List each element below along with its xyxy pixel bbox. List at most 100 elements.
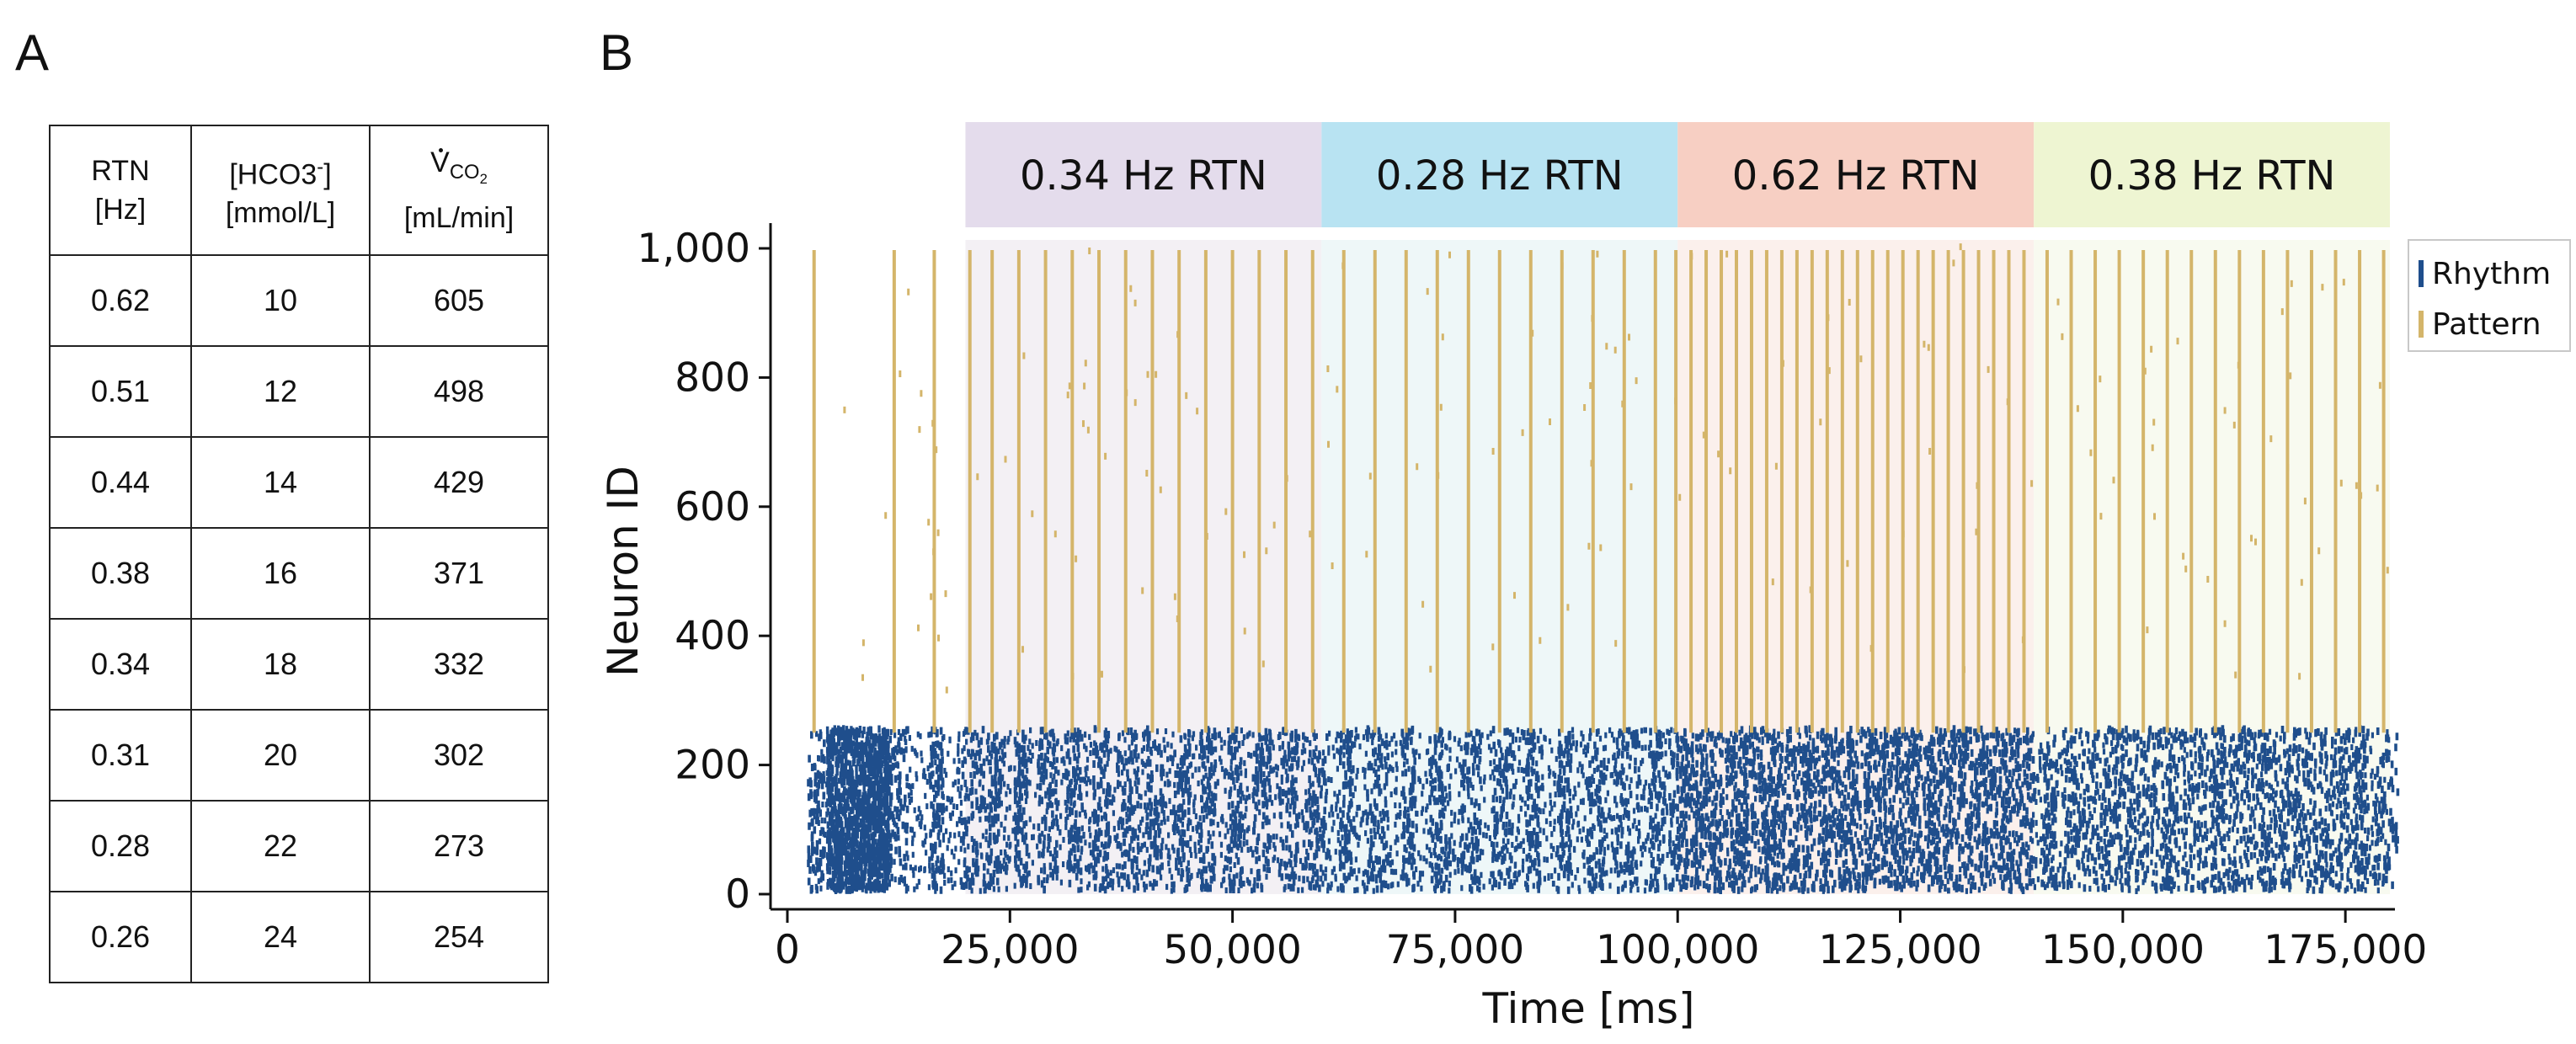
x-axis-label: Time [ms] — [1481, 984, 1694, 1033]
axes: 0 200 400 600 800 1,000 0 25,000 50,000 75,000 100… — [637, 223, 2427, 973]
cell-vco2: 302 — [369, 709, 549, 802]
header-vco2-unit: [mL/min] — [403, 201, 515, 234]
rhythm-burst — [1251, 727, 1272, 893]
cell-rtn: 0.51 — [49, 345, 192, 438]
band-label: 0.62 Hz RTN — [1732, 152, 1980, 200]
rhythm-burst — [1338, 730, 1354, 893]
table-row: 0.28 22 273 — [49, 800, 549, 892]
x-tick-label: 100,000 — [1596, 927, 1759, 973]
rhythm-burst — [2131, 725, 2161, 894]
band-header — [1677, 122, 2035, 227]
cell-vco2: 273 — [369, 800, 549, 892]
rhythm-burst — [1227, 726, 1243, 893]
cell-rtn: 0.44 — [49, 436, 192, 529]
x-tick-label: 175,000 — [2264, 927, 2427, 973]
cell-rtn: 0.28 — [49, 800, 192, 892]
rhythm-burst — [2084, 725, 2112, 892]
header-hco3-unit: [mmol/L] — [225, 197, 336, 230]
rhythm-burst — [1013, 729, 1029, 888]
table-row: 0.62 10 605 — [49, 254, 549, 347]
rhythm-burst — [2001, 727, 2022, 891]
header-rtn: RTN [Hz] — [49, 125, 192, 256]
cell-vco2: 332 — [369, 618, 549, 711]
table-row: 0.31 20 302 — [49, 709, 549, 802]
rhythm-burst — [1037, 727, 1059, 894]
cell-vco2: 498 — [369, 345, 549, 438]
rhythm-burst — [1821, 727, 1839, 894]
rhythm-burst — [1301, 729, 1329, 892]
y-tick-label: 1,000 — [637, 226, 750, 272]
cell-hco3: 16 — [190, 527, 371, 620]
rhythm-burst — [1525, 727, 1542, 893]
x-tick-label: 0 — [775, 927, 800, 973]
y-tick-label: 400 — [675, 613, 750, 659]
rhythm-burst — [2253, 729, 2278, 892]
rhythm-burst — [2181, 727, 2207, 894]
rhythm-burst — [1973, 725, 1990, 890]
rhythm-burst — [2279, 726, 2301, 889]
rhythm-burst — [1171, 729, 1192, 893]
rhythm-burst — [2373, 727, 2400, 889]
rhythm-burst — [2354, 725, 2371, 892]
y-tick-label: 0 — [725, 871, 750, 918]
cell-vco2: 371 — [369, 527, 549, 620]
header-rtn-unit: [Hz] — [94, 194, 147, 226]
cell-hco3: 22 — [190, 800, 371, 892]
cell-vco2: 429 — [369, 436, 549, 529]
legend-swatch — [2419, 260, 2424, 287]
rhythm-burst — [1613, 727, 1641, 894]
rhythm-burst — [1199, 726, 1218, 892]
band-label: 0.28 Hz RTN — [1376, 152, 1624, 200]
rtn-table: RTN [Hz] [HCO3-] [mmol/L] VCO2 [mL/min] … — [49, 125, 549, 983]
table-row: 0.38 16 371 — [49, 527, 549, 620]
header-hco3-sup: - — [317, 155, 324, 178]
rhythm-burst — [1277, 727, 1299, 892]
legend-box — [2408, 239, 2571, 352]
cell-hco3: 18 — [190, 618, 371, 711]
header-vco2-subsub: 2 — [479, 170, 488, 187]
rhythm-burst — [1555, 728, 1573, 894]
band-label: 0.38 Hz RTN — [2088, 152, 2336, 200]
rhythm-burst — [986, 732, 1003, 891]
pattern-raster — [812, 243, 2389, 733]
rhythm-burst — [1400, 725, 1416, 892]
rhythm-burst — [1928, 726, 1944, 893]
x-tick-label: 25,000 — [941, 927, 1079, 973]
cell-rtn: 0.62 — [49, 254, 192, 347]
rhythm-burst — [2110, 725, 2134, 893]
y-tick-label: 800 — [675, 354, 750, 401]
rhythm-burst — [1144, 725, 1165, 891]
header-hco3-close: ] — [323, 158, 332, 191]
cell-hco3: 14 — [190, 436, 371, 529]
rhythm-burst — [1837, 726, 1853, 891]
header-hco3: [HCO3-] [mmol/L] — [190, 125, 371, 256]
rhythm-burst — [2300, 727, 2328, 894]
rhythm-burst — [1117, 727, 1140, 893]
rhythm-dense-block — [825, 725, 891, 894]
cell-rtn: 0.26 — [49, 891, 192, 983]
y-axis-label: Neuron ID — [599, 466, 648, 677]
cell-rtn: 0.34 — [49, 618, 192, 711]
header-rtn-name: RTN — [91, 155, 150, 187]
cell-hco3: 24 — [190, 891, 371, 983]
rhythm-burst — [1710, 732, 1737, 894]
rhythm-burst — [928, 726, 945, 894]
table-row: 0.26 24 254 — [49, 891, 549, 983]
rhythm-burst — [1941, 725, 1961, 892]
legend-entry: Pattern — [2432, 307, 2541, 342]
rhythm-burst — [2061, 730, 2087, 892]
rhythm-burst — [1586, 727, 1606, 894]
x-tick-label: 125,000 — [1818, 927, 1981, 973]
panel-label-a: A — [15, 24, 50, 81]
rhythm-burst — [1957, 726, 1974, 892]
legend-entry: Rhythm — [2432, 257, 2551, 291]
table-row: 0.44 14 429 — [49, 436, 549, 529]
rhythm-burst — [1668, 729, 1689, 892]
x-tick-label: 75,000 — [1386, 927, 1524, 973]
cell-rtn: 0.31 — [49, 709, 192, 802]
y-tick-label: 200 — [675, 743, 750, 789]
table-row: 0.34 18 332 — [49, 618, 549, 711]
header-hco3-name: [HCO3 — [229, 158, 317, 191]
x-tick-label: 50,000 — [1163, 927, 1301, 973]
band-header — [1321, 122, 1678, 227]
